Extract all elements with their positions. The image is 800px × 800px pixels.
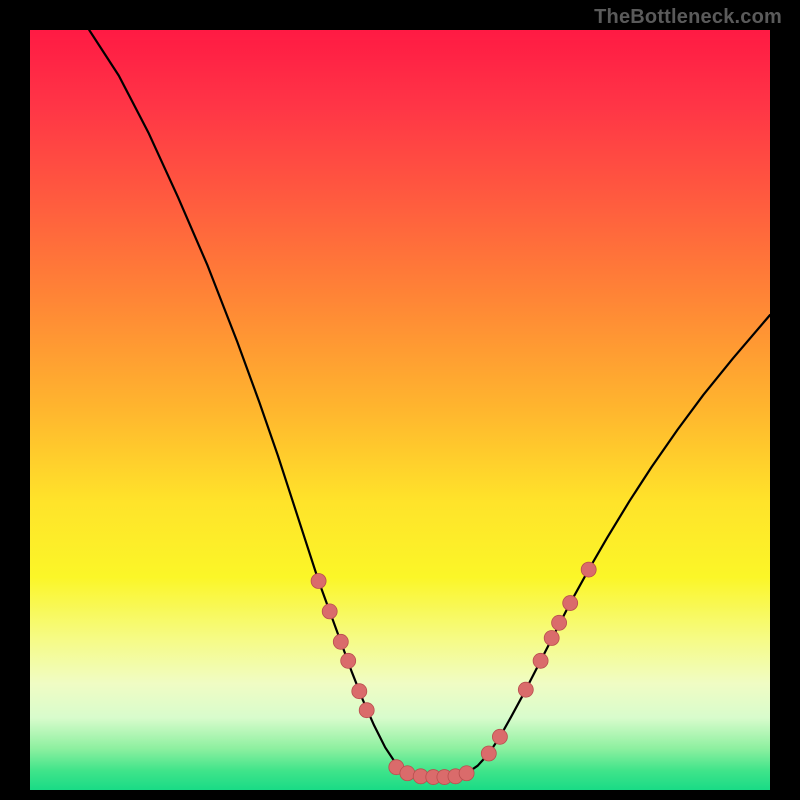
- curve-marker: [533, 653, 548, 668]
- curve-marker: [581, 562, 596, 577]
- curve-marker: [400, 766, 415, 781]
- curve-marker: [481, 746, 496, 761]
- curve-marker: [492, 729, 507, 744]
- curve-marker: [544, 631, 559, 646]
- curve-marker: [311, 574, 326, 589]
- curve-marker: [563, 596, 578, 611]
- bottleneck-curve-chart: [30, 30, 770, 790]
- curve-marker: [322, 604, 337, 619]
- watermark-text: TheBottleneck.com: [594, 6, 782, 29]
- curve-marker: [352, 684, 367, 699]
- chart-container: TheBottleneck.com: [0, 0, 800, 800]
- curve-marker: [552, 615, 567, 630]
- curve-marker: [459, 766, 474, 781]
- curve-marker: [333, 634, 348, 649]
- plot-area: [30, 30, 770, 790]
- curve-marker: [359, 703, 374, 718]
- curve-marker: [518, 682, 533, 697]
- curve-marker: [341, 653, 356, 668]
- plot-background: [30, 30, 770, 790]
